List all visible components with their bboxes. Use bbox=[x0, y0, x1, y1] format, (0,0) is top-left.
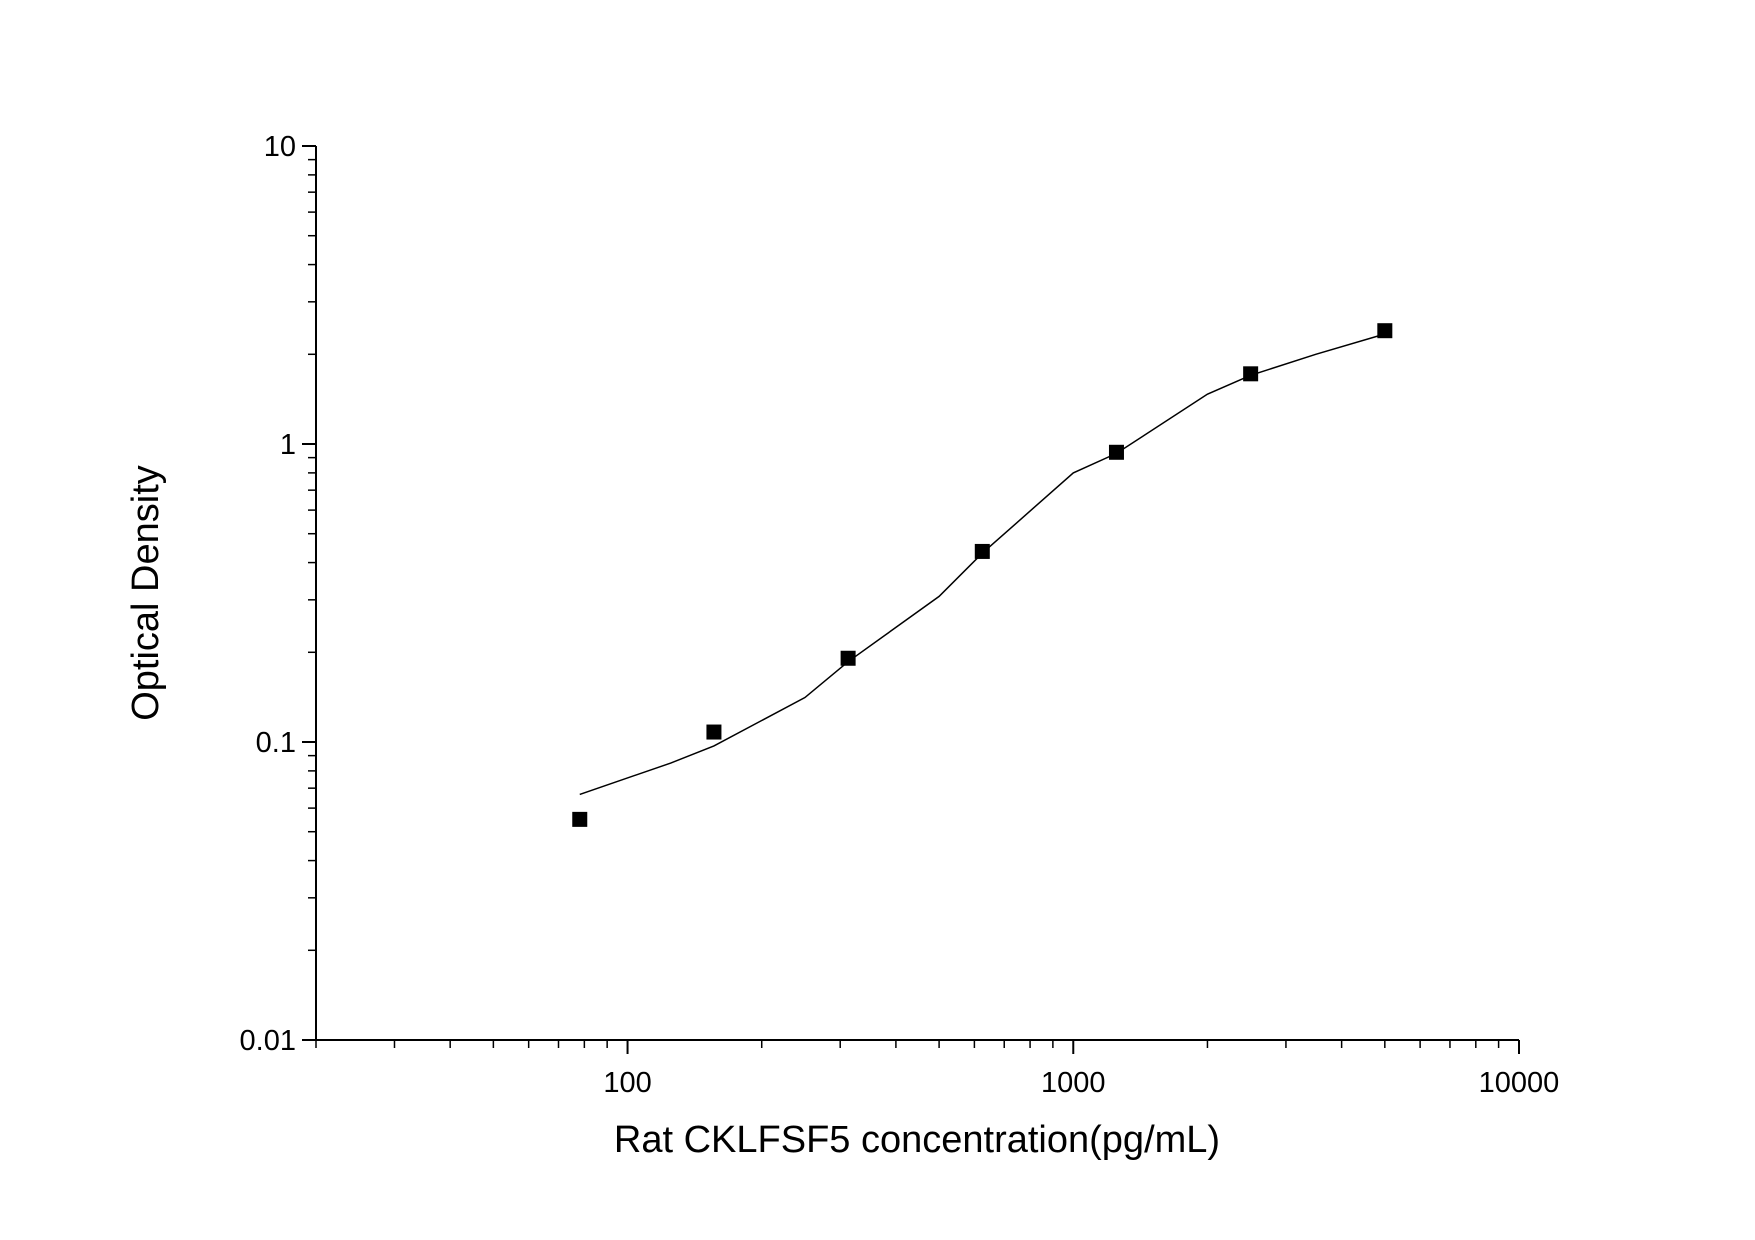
data-point bbox=[706, 724, 722, 740]
y-tick-label: 0.1 bbox=[256, 727, 296, 759]
data-point bbox=[840, 650, 856, 666]
x-axis-title: Rat CKLFSF5 concentration(pg/mL) bbox=[614, 1119, 1220, 1161]
y-tick-label: 10 bbox=[264, 131, 296, 163]
x-tick-label: 100 bbox=[603, 1067, 651, 1099]
data-point bbox=[1108, 444, 1124, 460]
y-axis-title: Optical Density bbox=[125, 465, 167, 721]
data-point bbox=[1377, 323, 1393, 339]
x-tick-label: 1000 bbox=[1041, 1067, 1106, 1099]
y-tick-label: 0.01 bbox=[240, 1025, 296, 1057]
y-tick-label: 1 bbox=[280, 429, 296, 461]
data-point bbox=[974, 543, 990, 559]
data-point bbox=[572, 811, 588, 827]
data-point bbox=[1243, 366, 1259, 382]
x-tick-label: 10000 bbox=[1479, 1067, 1560, 1099]
